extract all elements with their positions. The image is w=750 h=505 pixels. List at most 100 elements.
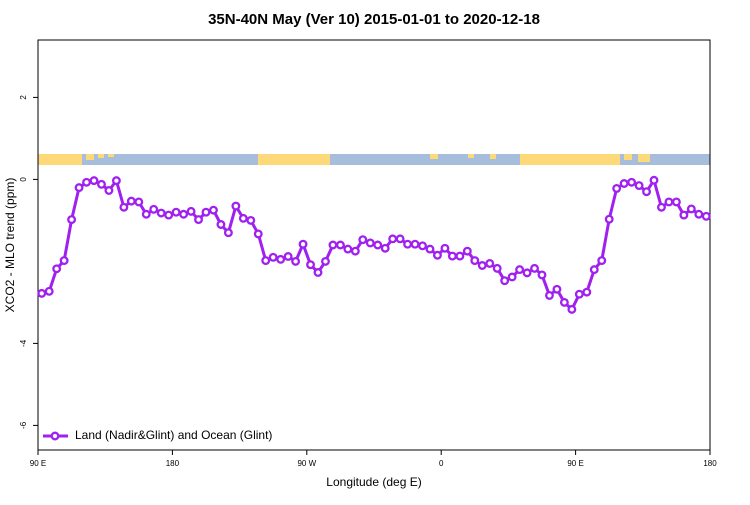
- x-axis-label: Longitude (deg E): [326, 475, 421, 489]
- data-point: [134, 197, 144, 207]
- data-point: [149, 204, 159, 214]
- data-point: [642, 187, 651, 197]
- x-tick-label: 0: [439, 459, 444, 468]
- data-point: [276, 254, 286, 264]
- data-point: [358, 235, 368, 245]
- data-point: [485, 259, 495, 268]
- data-point: [194, 215, 203, 225]
- x-tick-label: 180: [703, 459, 717, 468]
- x-tick-label: 180: [166, 459, 180, 468]
- data-point: [701, 211, 711, 221]
- data-point: [470, 256, 480, 266]
- data-point: [44, 286, 54, 296]
- data-point: [686, 204, 696, 214]
- data-point: [477, 261, 487, 270]
- data-point: [582, 287, 592, 297]
- data-point: [559, 297, 569, 307]
- land-ocean-strip: [38, 154, 710, 165]
- data-point: [67, 215, 77, 225]
- x-tick-label: 90 W: [297, 459, 316, 468]
- data-point: [440, 243, 450, 253]
- data-point: [612, 183, 622, 193]
- data-point: [649, 175, 659, 185]
- data-point: [126, 196, 136, 206]
- x-tick-label: 90 E: [30, 459, 46, 468]
- data-point: [418, 241, 427, 251]
- data-point: [238, 213, 248, 223]
- data-point: [425, 244, 435, 254]
- data-point: [634, 181, 644, 190]
- data-point: [492, 263, 502, 273]
- data-point: [52, 264, 62, 274]
- data-point: [223, 228, 233, 238]
- data-point: [298, 239, 308, 249]
- data-point: [89, 176, 99, 186]
- data-point: [395, 234, 405, 244]
- data-point: [589, 265, 599, 275]
- data-point: [365, 238, 375, 248]
- data-point: [679, 210, 689, 220]
- data-point: [59, 256, 69, 266]
- data-point: [201, 207, 211, 217]
- data-point: [515, 265, 525, 275]
- data-point: [545, 290, 554, 300]
- data-point: [530, 263, 539, 273]
- data-point: [164, 210, 174, 220]
- data-point: [216, 220, 226, 229]
- data-point: [306, 260, 315, 270]
- y-tick-label: -4: [19, 339, 28, 347]
- data-point: [373, 240, 383, 250]
- data-point: [283, 252, 293, 261]
- data-point: [179, 209, 189, 219]
- data-point: [619, 179, 629, 188]
- data-point: [694, 209, 704, 219]
- data-point: [104, 186, 114, 195]
- data-point: [447, 251, 457, 261]
- data-point: [455, 251, 465, 261]
- data-point: [567, 304, 577, 314]
- data-point: [291, 256, 301, 266]
- data-point: [380, 243, 390, 253]
- data-point: [209, 205, 218, 215]
- data-point: [403, 239, 413, 249]
- x-tick-label: 90 E: [567, 459, 583, 468]
- data-point: [462, 246, 472, 256]
- data-point: [664, 197, 674, 207]
- data-point: [350, 246, 360, 256]
- data-point: [246, 215, 256, 225]
- data-point: [156, 208, 166, 218]
- data-point: [627, 177, 637, 187]
- data-point: [261, 256, 271, 266]
- data-point: [97, 179, 106, 189]
- data-point: [552, 284, 562, 294]
- data-point: [335, 240, 345, 250]
- data-point: [604, 214, 614, 224]
- data-point: [74, 183, 84, 193]
- data-point: [507, 272, 517, 282]
- data-point: [522, 268, 532, 278]
- legend-marker: [50, 431, 60, 441]
- data-point: [186, 206, 196, 216]
- data-point: [500, 276, 510, 286]
- data-point: [410, 239, 420, 249]
- y-tick-label: -6: [19, 421, 28, 429]
- data-point: [37, 288, 47, 298]
- data-point: [119, 202, 129, 212]
- data-point: [268, 252, 278, 262]
- data-point: [343, 244, 353, 254]
- data-point: [537, 270, 547, 280]
- data-point: [657, 202, 666, 212]
- y-tick-label: 0: [19, 177, 28, 182]
- data-point: [171, 207, 181, 217]
- chart-title: 35N-40N May (Ver 10) 2015-01-01 to 2020-…: [208, 11, 540, 28]
- data-point: [321, 256, 330, 266]
- y-axis-label: XCO2 - MLO trend (ppm): [3, 178, 17, 313]
- data-point: [388, 234, 398, 244]
- data-point: [111, 176, 121, 186]
- data-point: [671, 197, 681, 207]
- data-point: [328, 240, 338, 250]
- data-point: [231, 201, 241, 211]
- data-point: [82, 177, 91, 187]
- data-point: [253, 229, 263, 239]
